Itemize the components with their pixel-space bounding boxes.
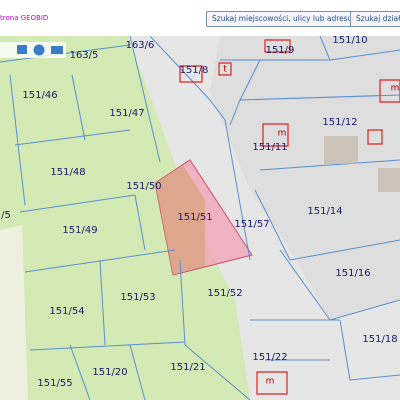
parcel-label: 151/57: [234, 219, 269, 230]
green-area: [0, 36, 250, 400]
parcel-label: 151/55: [37, 378, 72, 389]
road: [128, 36, 400, 400]
buildings: t m m m: [179, 39, 400, 395]
parcel-label: 151/50: [126, 181, 161, 192]
parcel-label: 151/21: [170, 362, 205, 373]
parcel-label: 151/47: [109, 108, 144, 119]
parcel-labels: 163/5 163/6 151/9 151/10 151/8 151/46 151/47 15…: [1, 36, 397, 389]
building-label: t: [223, 65, 227, 75]
header: trona GEOBID Szukaj miejscowości, ulicy …: [0, 0, 400, 37]
parcel-label: 151/18: [362, 334, 397, 345]
building-label: m: [391, 84, 400, 94]
search-button[interactable]: Szukaj miejscowości, ulicy lub adresu: [206, 11, 359, 27]
globe-icon[interactable]: [33, 44, 45, 56]
building-label: m: [278, 129, 287, 139]
toolbar: [0, 42, 66, 58]
search-button[interactable]: Szukaj działk: [350, 11, 400, 27]
link[interactable]: trona GEOBID: [0, 14, 49, 22]
parcel-label: 151/10: [332, 36, 367, 46]
parcel-label: 151/52: [207, 288, 242, 299]
map: t m m m 163/5 163/6 151/9 151/10 151/8 151/46…: [0, 36, 400, 400]
parcel-label: 163/5: [70, 50, 99, 61]
parcel-label: 151/22: [252, 352, 287, 363]
parcel-label: 151/16: [335, 268, 370, 279]
print-icon[interactable]: [17, 45, 27, 54]
parcel-label: 151/12: [322, 117, 357, 128]
parcel-label: 151/49: [62, 225, 97, 236]
parcel-label: /5: [1, 210, 11, 221]
building-label: m: [266, 377, 275, 387]
parcel-label: 151/9: [266, 45, 295, 56]
parcel-label: 151/14: [307, 206, 342, 217]
parcel-label: 151/8: [180, 65, 209, 76]
parcel-label: 151/53: [120, 292, 155, 303]
overlap: [155, 165, 205, 275]
parcel-label: 151/46: [22, 90, 57, 101]
camera-icon[interactable]: [51, 46, 63, 54]
parcel-label: 151/48: [50, 167, 85, 178]
parcel-label: 151/54: [49, 306, 84, 317]
parcel-label: 151/11: [252, 142, 287, 153]
field: [0, 225, 28, 400]
parcel-label: 151/20: [92, 367, 127, 378]
parcel-label: 163/6: [126, 40, 155, 51]
parcel-label: 151/51: [177, 212, 212, 223]
